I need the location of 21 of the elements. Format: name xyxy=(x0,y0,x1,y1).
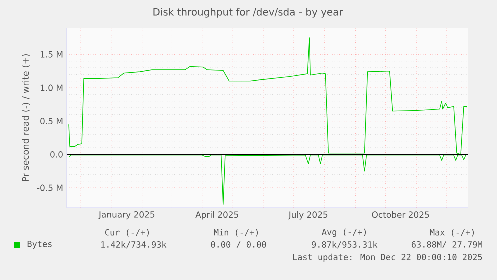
text: Max (-/+) xyxy=(430,229,474,237)
text: Last update: Mon Dec 22 00:00:10 2025 xyxy=(293,254,482,262)
text: Min (-/+) xyxy=(214,229,258,237)
chart-title: Disk throughput for /dev/sda - by year xyxy=(154,8,344,18)
y-tick-label: 0.5 M xyxy=(40,118,63,125)
legend-label: Bytes xyxy=(28,241,52,249)
text: 63.88M/ 27.79M xyxy=(412,241,482,249)
y-axis-title: Pr second read (-) / write (+) xyxy=(22,54,30,182)
text: 9.87k/953.31k xyxy=(312,241,378,249)
x-tick-label: October 2025 xyxy=(372,212,430,218)
x-tick-label: April 2025 xyxy=(196,212,238,220)
text: Avg (-/+) xyxy=(322,228,366,238)
x-tick-label: July 2025 xyxy=(288,212,328,220)
x-tick-label: January 2025 xyxy=(98,212,155,220)
text: Cur (-/+) xyxy=(106,229,150,237)
y-tick-label: -0.5 M xyxy=(37,184,63,192)
y-tick-label: 1.5 M xyxy=(40,52,63,58)
text: 1.42k/734.93k xyxy=(102,241,167,249)
text: 0.00 / 0.00 xyxy=(211,241,266,249)
y-tick-label: 1.0 M xyxy=(40,84,63,92)
y-tick-label: 0.0 xyxy=(50,151,63,158)
